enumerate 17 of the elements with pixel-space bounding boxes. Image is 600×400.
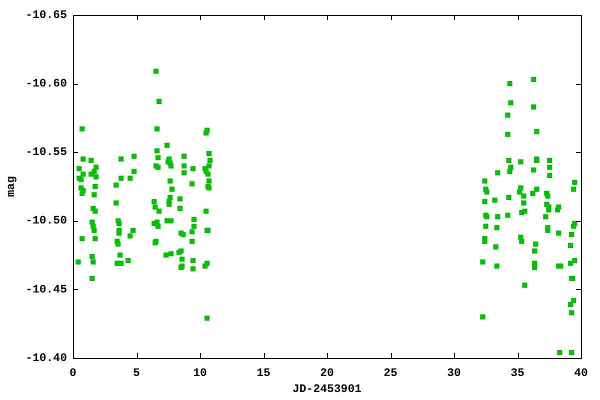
- x-tick-label: 25: [384, 366, 398, 380]
- x-tick-label: 30: [447, 366, 461, 380]
- x-tick-label: 10: [193, 366, 207, 380]
- x-tick-label: 20: [320, 366, 334, 380]
- x-axis-title: JD-2453901: [292, 382, 362, 396]
- x-tick-label: 35: [510, 366, 524, 380]
- y-tick-label: -10.65: [26, 8, 68, 22]
- x-tick-label: 0: [70, 366, 77, 380]
- y-axis-title: mag: [4, 176, 18, 197]
- y-tick-label: -10.50: [26, 214, 68, 228]
- y-tick-label: -10.45: [26, 283, 68, 296]
- x-tick-label: 5: [133, 366, 140, 380]
- x-tick-label: 15: [256, 366, 270, 380]
- x-tick-label: 40: [574, 366, 588, 380]
- y-tick-label: -10.40: [26, 352, 68, 365]
- y-tick-label: -10.55: [26, 146, 68, 160]
- y-tick-label: -10.60: [26, 77, 68, 90]
